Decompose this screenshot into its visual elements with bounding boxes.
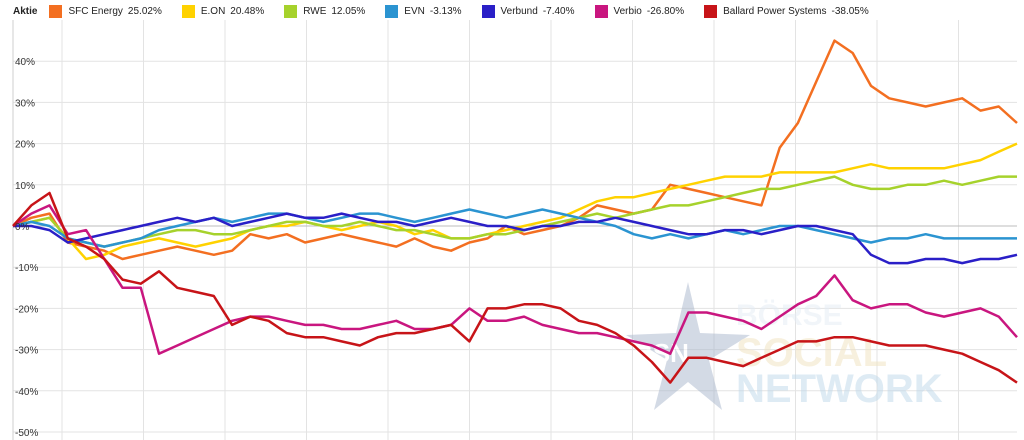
y-tick-label: -40%	[15, 387, 38, 398]
legend-swatch	[481, 4, 495, 18]
legend-swatch	[181, 4, 195, 18]
legend-item[interactable]: Verbund -7.40%	[481, 4, 575, 18]
legend-series-name: Verbio	[613, 5, 642, 17]
y-tick-label: 20%	[15, 140, 35, 151]
legend-swatch	[49, 4, 63, 18]
legend-items: SFC Energy 25.02% E.ON 20.48% RWE 12.05% EVN -3…	[49, 4, 888, 18]
star-icon	[626, 282, 750, 410]
legend-series-name: EVN	[404, 5, 425, 17]
series-line-sfc-energy[interactable]	[12, 39, 1018, 261]
legend-swatch	[385, 4, 399, 18]
legend-series-name: Verbund	[500, 5, 538, 17]
legend-series-value: 20.48%	[230, 5, 265, 17]
legend-series-value: -7.40%	[542, 5, 575, 17]
y-tick-label: 40%	[15, 57, 35, 68]
legend-item[interactable]: EVN -3.13%	[385, 4, 462, 18]
y-tick-label: -50%	[15, 428, 38, 439]
legend-item[interactable]: RWE 12.05%	[284, 4, 366, 18]
watermark: BSN BÖRSE SOCIAL NETWORK	[626, 282, 943, 411]
watermark-line1: BÖRSE	[736, 299, 843, 332]
series-line-verbund[interactable]	[13, 212, 1018, 265]
y-tick-label: 0%	[15, 222, 30, 233]
watermark-line3: NETWORK	[736, 367, 943, 411]
y-axis-ticks: 40% 30% 20% 10% 0% -10% -20% -30% -40% -50%	[15, 57, 38, 439]
y-tick-label: -20%	[15, 304, 38, 315]
y-tick-label: 10%	[15, 181, 35, 192]
chart-grid	[12, 20, 1017, 440]
legend-title: Aktie	[13, 5, 38, 17]
series-line-evn[interactable]	[12, 208, 1017, 248]
series-line-verbio[interactable]	[12, 204, 1018, 355]
y-tick-label: 30%	[15, 98, 35, 109]
chart-legend: Aktie SFC Energy 25.02% E.ON 20.48% RWE 12.05…	[0, 0, 1024, 22]
legend-series-name: Ballard Power Systems	[723, 5, 827, 17]
legend-series-value: -38.05%	[831, 5, 869, 17]
series-line-rwe[interactable]	[12, 175, 1017, 248]
legend-series-name: E.ON	[200, 5, 226, 17]
series-line-ballard-power-systems[interactable]	[12, 191, 1018, 384]
legend-series-name: RWE	[303, 5, 327, 17]
series-lines	[12, 39, 1018, 384]
y-tick-label: -10%	[15, 263, 38, 274]
legend-series-value: -3.13%	[429, 5, 462, 17]
legend-series-value: 25.02%	[127, 5, 162, 17]
legend-item[interactable]: E.ON 20.48%	[181, 4, 265, 18]
legend-swatch	[594, 4, 608, 18]
legend-swatch	[284, 4, 298, 18]
y-tick-label: -30%	[15, 346, 38, 357]
legend-item[interactable]: Ballard Power Systems -38.05%	[704, 4, 869, 18]
legend-item[interactable]: Verbio -26.80%	[594, 4, 685, 18]
legend-swatch	[704, 4, 718, 18]
legend-series-value: -26.80%	[646, 5, 685, 17]
legend-series-value: 12.05%	[331, 5, 366, 17]
legend-item[interactable]: SFC Energy 25.02%	[49, 4, 162, 18]
legend-series-name: SFC Energy	[68, 5, 123, 17]
